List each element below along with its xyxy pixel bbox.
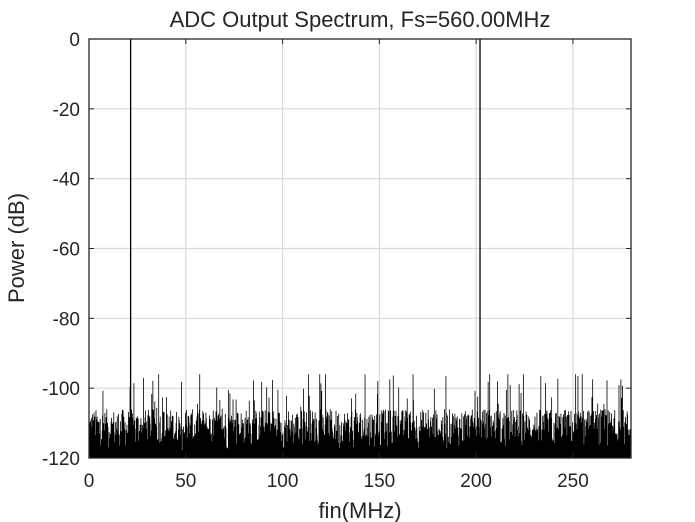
y-tick-label: -80 bbox=[53, 309, 80, 330]
x-tick-label: 0 bbox=[84, 471, 95, 492]
y-tick-label: -40 bbox=[53, 170, 80, 191]
axis-ticks: 0 50 100 150 200 250 0 -20 -40 -60 -80 -100 -120 bbox=[42, 30, 631, 492]
y-tick-label: -100 bbox=[42, 379, 80, 400]
x-tick-label: 150 bbox=[364, 471, 396, 492]
y-tick-label: -60 bbox=[53, 240, 80, 261]
x-tick-label: 250 bbox=[557, 471, 589, 492]
x-tick-label: 50 bbox=[175, 471, 196, 492]
x-axis-label: fin(MHz) bbox=[318, 498, 401, 522]
y-tick-label: -20 bbox=[53, 100, 80, 121]
x-tick-label: 100 bbox=[267, 471, 299, 492]
chart-title: ADC Output Spectrum, Fs=560.00MHz bbox=[170, 7, 551, 32]
noise-floor-trace bbox=[88, 374, 632, 458]
x-tick-label: 200 bbox=[460, 471, 492, 492]
y-axis-label: Power (dB) bbox=[4, 193, 29, 303]
y-tick-label: -120 bbox=[42, 449, 80, 470]
y-tick-label: 0 bbox=[69, 30, 80, 51]
grid-lines bbox=[89, 39, 631, 458]
